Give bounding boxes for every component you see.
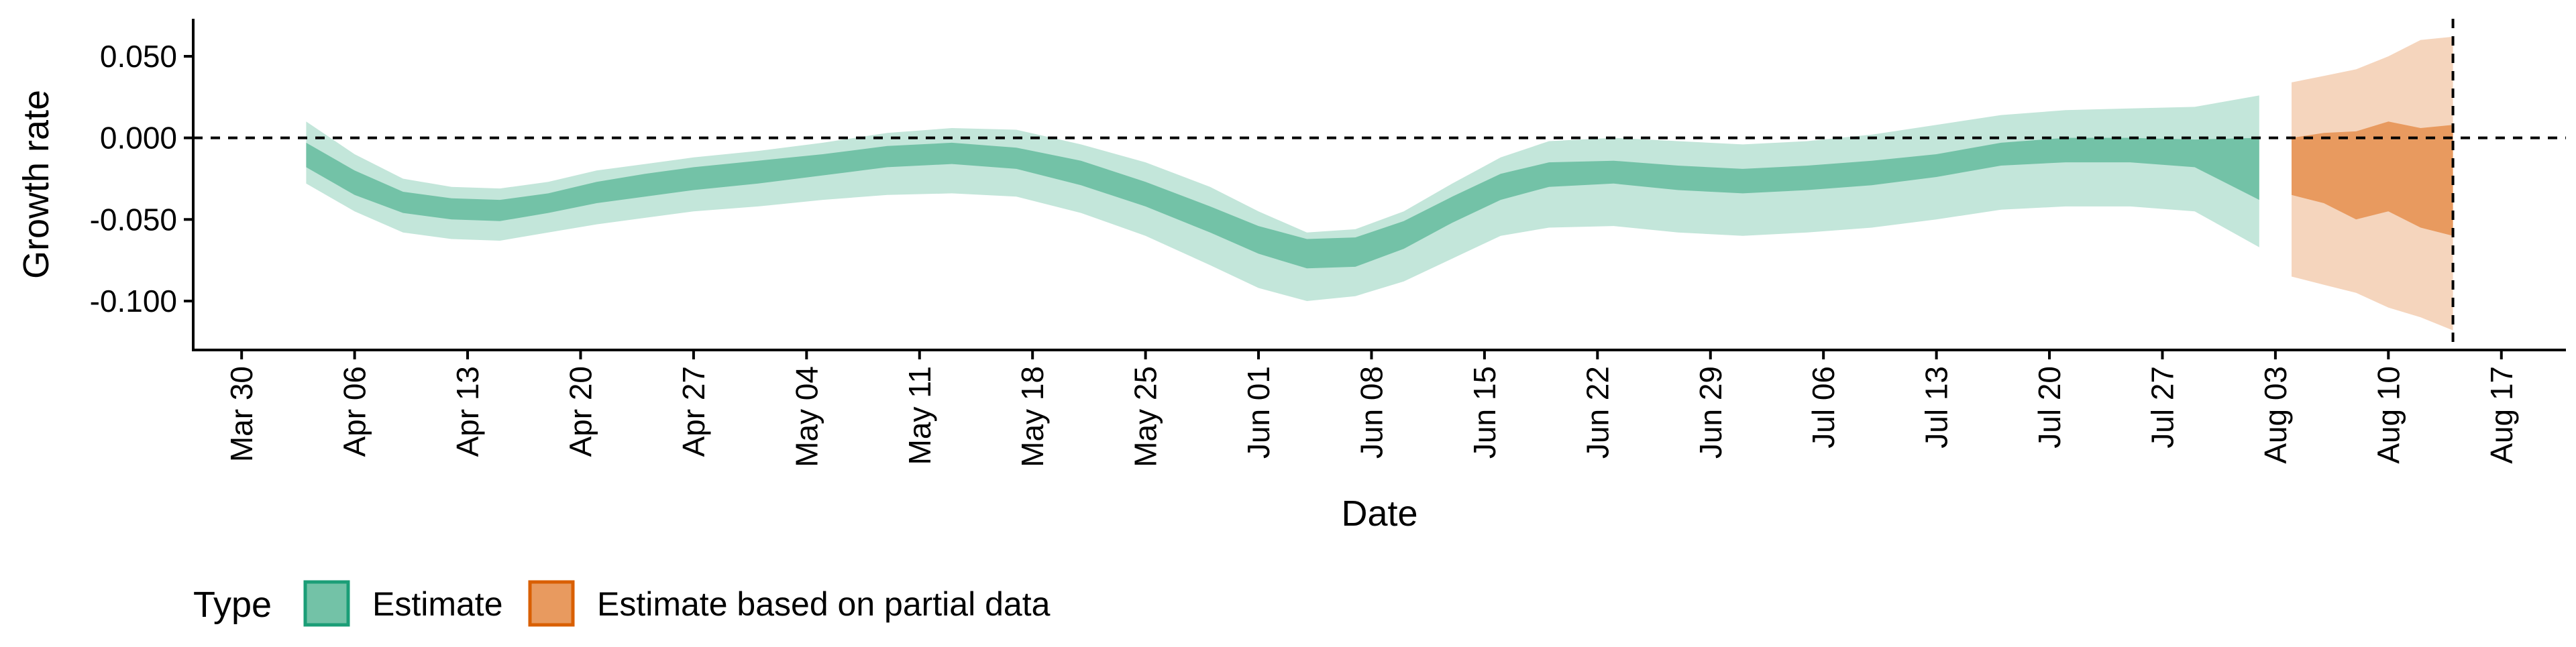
estimate-outer-band — [306, 95, 2259, 301]
x-tick-label: Jun 08 — [1354, 366, 1389, 459]
reference-lines — [193, 19, 2566, 350]
y-axis-title: Growth rate — [16, 90, 56, 279]
x-tick-label: Apr 20 — [563, 366, 598, 457]
x-tick-label: May 04 — [789, 366, 824, 467]
legend-title: Type — [193, 585, 272, 625]
bands-layer — [306, 36, 2453, 331]
legend-partial-swatch — [528, 580, 575, 627]
y-axis-ticks: 0.050 0.000 -0.050 -0.100 — [90, 39, 193, 318]
x-tick-label: Apr 06 — [337, 366, 372, 457]
legend-partial-label: Estimate based on partial data — [597, 585, 1051, 623]
estimate-inner-band — [306, 137, 2259, 269]
y-tick-label: 0.050 — [100, 39, 177, 74]
x-tick-label: May 25 — [1128, 366, 1163, 467]
legend: Type Estimate Estimate based on partial d… — [193, 580, 1051, 627]
x-tick-label: Aug 17 — [2484, 366, 2519, 464]
x-tick-label: May 18 — [1015, 366, 1050, 467]
x-axis-title: Date — [1341, 493, 1417, 534]
legend-estimate-label: Estimate — [372, 585, 503, 623]
axes — [192, 19, 2566, 351]
x-tick-label: Jun 01 — [1241, 366, 1276, 459]
x-tick-label: May 11 — [902, 366, 937, 465]
x-tick-label: Aug 10 — [2371, 366, 2406, 464]
partial-estimate-inner-band — [2292, 121, 2453, 236]
x-tick-label: Apr 27 — [676, 366, 711, 457]
x-tick-label: Mar 30 — [224, 366, 259, 462]
x-tick-label: Apr 13 — [450, 366, 485, 457]
y-tick-label: -0.100 — [90, 284, 177, 318]
x-tick-label: Jul 27 — [2145, 366, 2180, 449]
y-tick-label: -0.050 — [90, 202, 177, 237]
x-tick-label: Jun 15 — [1467, 366, 1502, 459]
x-tick-label: Jun 29 — [1693, 366, 1728, 459]
x-tick-label: Jul 20 — [2032, 366, 2067, 449]
x-axis-ticks: Mar 30 Apr 06 Apr 13 Apr 20 Apr 27 May 04 May … — [224, 350, 2519, 467]
x-tick-label: Jun 22 — [1580, 366, 1615, 459]
y-tick-label: 0.000 — [100, 121, 177, 156]
legend-estimate-swatch — [303, 580, 350, 627]
x-tick-label: Jul 13 — [1919, 366, 1954, 449]
x-tick-label: Aug 03 — [2258, 366, 2293, 464]
x-tick-label: Jul 06 — [1806, 366, 1841, 449]
